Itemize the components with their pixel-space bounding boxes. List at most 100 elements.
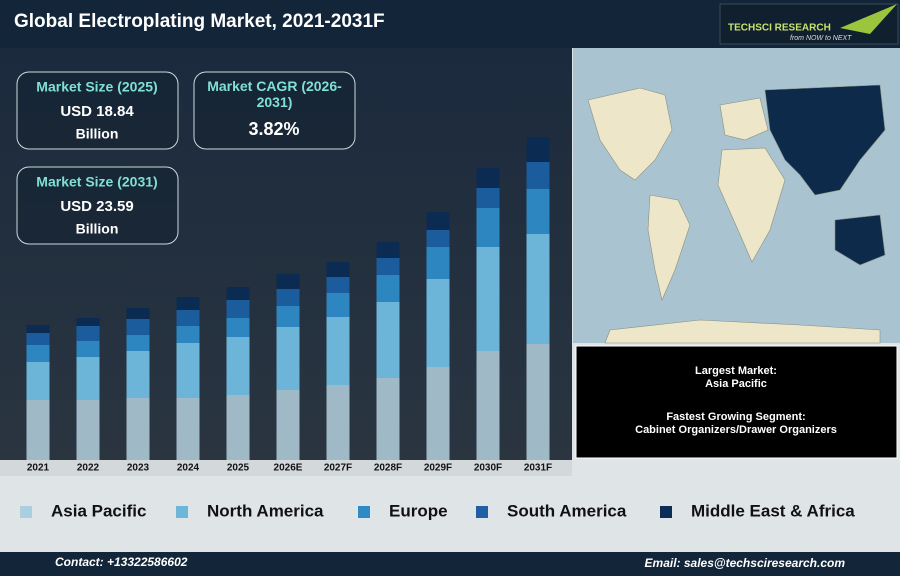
- x-tick-label: 2023: [127, 463, 150, 474]
- bar-segment: [526, 137, 550, 162]
- bar-segment: [476, 351, 500, 460]
- x-tick-label: 2029F: [424, 463, 452, 474]
- legend-label: North America: [207, 501, 324, 520]
- bar-segment: [476, 208, 500, 247]
- bar-segment: [326, 385, 350, 460]
- bar-segment: [76, 326, 100, 341]
- bar-segment: [26, 345, 50, 362]
- bar-segment: [326, 262, 350, 277]
- kpi-card: [193, 71, 356, 150]
- legend-swatch: [660, 506, 672, 518]
- bar-segment: [226, 318, 250, 337]
- legend-label: Europe: [389, 501, 448, 520]
- bar-segment: [526, 189, 550, 234]
- kpi-card: [16, 71, 179, 150]
- tagline: from NOW to NEXT: [790, 35, 852, 42]
- bar-segment: [176, 310, 200, 326]
- kpi-cards: Market Size (2025) USD 18.84 Billion Mar…: [16, 71, 356, 245]
- bar-segment: [526, 162, 550, 189]
- bar-segment: [376, 275, 400, 302]
- bar-segment: [426, 212, 450, 230]
- bar-segment: [526, 344, 550, 460]
- bar-segment: [226, 300, 250, 318]
- bar-segment: [76, 400, 100, 460]
- email: Email: sales@techsciresearch.com: [645, 556, 846, 570]
- axis-strip: [0, 460, 572, 476]
- bar-segment: [426, 279, 450, 367]
- legend: Asia Pacific North America Europe South Ame…: [20, 501, 855, 520]
- legend-swatch: [358, 506, 370, 518]
- legend-swatch: [20, 506, 32, 518]
- bar-segment: [476, 168, 500, 188]
- bar-segment: [476, 188, 500, 208]
- bar-segment: [276, 274, 300, 289]
- bar-segment: [226, 287, 250, 300]
- bar-segment: [326, 317, 350, 385]
- bar-segment: [126, 319, 150, 335]
- x-tick-label: 2031F: [524, 463, 552, 474]
- bar-segment: [326, 293, 350, 317]
- legend-label: South America: [507, 501, 627, 520]
- info-box: [575, 345, 898, 459]
- bar-segment: [526, 234, 550, 344]
- legend-swatch: [176, 506, 188, 518]
- title: Global Electroplating Market, 2021-2031F: [14, 11, 385, 32]
- x-tick-label: 2030F: [474, 463, 502, 474]
- x-tick-label: 2025: [227, 463, 250, 474]
- bar-segment: [126, 351, 150, 398]
- bars: 2021 2022 2023 2024 2025 2026E 2027F 2028F 2029F…: [26, 137, 552, 474]
- info-label: Largest Market:: [695, 365, 777, 377]
- bar-segment: [76, 318, 100, 326]
- bar-segment: [126, 308, 150, 319]
- x-tick-label: 2026E: [274, 463, 303, 474]
- bar-segment: [476, 247, 500, 351]
- bar-segment: [176, 297, 200, 310]
- kpi-label: Market Size (2031): [36, 174, 157, 190]
- bar-segment: [376, 378, 400, 460]
- bar-segment: [376, 302, 400, 378]
- info-value: Asia Pacific: [705, 378, 767, 390]
- kpi-label: Market CAGR (2026-2031): [207, 78, 342, 110]
- bar-segment: [276, 327, 300, 390]
- brand-logo: [840, 4, 897, 34]
- bar-segment: [276, 289, 300, 306]
- kpi-label: Market Size (2025): [36, 79, 157, 95]
- kpi-unit: Billion: [76, 221, 119, 237]
- bar-segment: [126, 335, 150, 351]
- kpi-card: [16, 166, 179, 245]
- bar-segment: [426, 247, 450, 279]
- bar-segment: [26, 362, 50, 400]
- footer-bar: [0, 552, 900, 576]
- bar-segment: [76, 357, 100, 400]
- bar-segment: [26, 325, 50, 333]
- bar-segment: [226, 395, 250, 460]
- bar-segment: [276, 390, 300, 460]
- brand: TECHSCI RESEARCH: [728, 23, 831, 34]
- bar-segment: [176, 398, 200, 460]
- x-tick-label: 2021: [27, 463, 50, 474]
- info-value: Cabinet Organizers/Drawer Organizers: [635, 424, 837, 436]
- kpi-label-wrap: Market CAGR (2026-2031): [207, 78, 342, 110]
- kpi-value: 3.82%: [248, 119, 299, 139]
- info-label: Fastest Growing Segment:: [666, 411, 805, 423]
- bar-segment: [26, 400, 50, 460]
- bar-segment: [426, 230, 450, 247]
- x-tick-label: 2024: [177, 463, 200, 474]
- kpi-value: USD 18.84: [60, 103, 134, 120]
- bar-segment: [376, 258, 400, 275]
- kpi-value: USD 23.59: [60, 198, 133, 215]
- bar-segment: [26, 333, 50, 345]
- legend-label: Asia Pacific: [51, 501, 146, 520]
- bar-segment: [176, 343, 200, 398]
- legend-label: Middle East & Africa: [691, 501, 855, 520]
- bar-segment: [376, 242, 400, 258]
- bar-segment: [226, 337, 250, 395]
- legend-swatch: [476, 506, 488, 518]
- bar-segment: [426, 367, 450, 460]
- bar-segment: [176, 326, 200, 343]
- contact: Contact: +13322586602: [55, 555, 188, 569]
- bar-segment: [76, 341, 100, 357]
- kpi-unit: Billion: [76, 126, 119, 142]
- x-tick-label: 2028F: [374, 463, 402, 474]
